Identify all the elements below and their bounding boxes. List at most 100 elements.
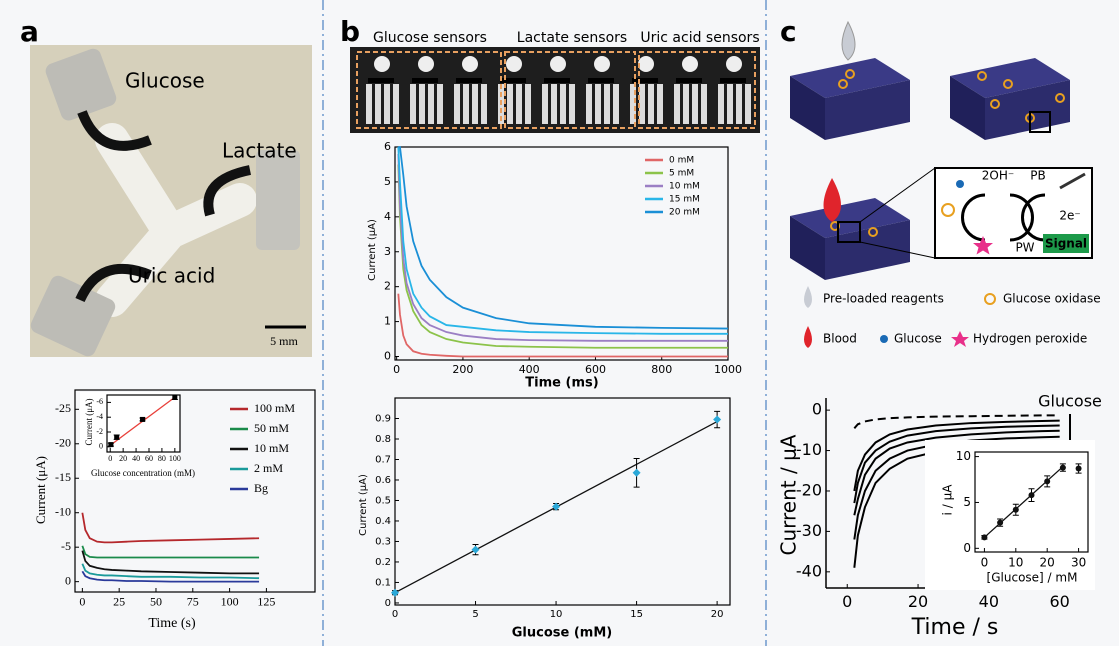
x-tick-label: 600 [585, 363, 606, 376]
figure: Glucose Lactate Uric acid 5 mm a b Gluco… [0, 0, 1119, 646]
y-tick-label: 4 [384, 210, 391, 223]
y-tick-label: 0.8 [375, 434, 391, 445]
sensor-electrode [550, 56, 566, 72]
y-tick-label: 0 [812, 400, 822, 419]
glucose-icon [956, 180, 964, 188]
sensor-lead [481, 84, 487, 124]
reaction-label: 2OH⁻ [982, 169, 1014, 183]
sensor-lead [586, 84, 592, 124]
legend-label: 100 mM [254, 401, 295, 415]
sensor-lead [736, 84, 742, 124]
scale-bar-label: 5 mm [270, 334, 298, 348]
data-point [981, 534, 987, 540]
y-tick-label: 0 [99, 442, 103, 451]
diagram-legend-label: Blood [823, 332, 857, 346]
y-tick-label: -6 [96, 397, 103, 406]
x-tick-label: 40 [132, 454, 140, 463]
reaction-label: PW [1015, 241, 1034, 255]
y-tick-label: 3 [384, 245, 391, 258]
x-tick-label: 80 [158, 454, 166, 463]
y-tick-label: 5 [384, 175, 391, 188]
sensor-lead [516, 84, 522, 124]
y-tick-label: 1 [384, 315, 391, 328]
legend-label: 0 mM [669, 156, 694, 166]
sensor-lead [393, 84, 399, 124]
x-tick-label: 400 [519, 363, 540, 376]
sensor-lead [472, 84, 478, 124]
sensor-lead [727, 84, 733, 124]
x-tick-label: 20 [711, 609, 724, 620]
y-tick-label: 0 [384, 350, 391, 363]
y-tick-label: -20 [55, 436, 71, 450]
x-tick-label: 20 [908, 592, 928, 611]
diagram-legend-label: Hydrogen peroxide [973, 332, 1087, 346]
y-tick-label: 5 [963, 495, 971, 509]
sensor-lead [366, 84, 372, 124]
y-tick-label: -15 [55, 470, 71, 484]
x-axis-label: Time (s) [148, 616, 196, 631]
sensor-electrode [418, 56, 434, 72]
sensor-lead [410, 84, 416, 124]
x-tick-label: 15 [630, 609, 643, 620]
x-tick-label: 100 [169, 454, 181, 463]
sensor-bar [500, 78, 526, 83]
data-point [172, 395, 177, 400]
y-tick-label: 6 [384, 140, 391, 153]
reaction-label: 2e⁻ [1059, 209, 1080, 223]
legend-label: 5 mM [669, 169, 694, 179]
diagram-legend-label: Glucose [894, 332, 942, 346]
y-tick-label: -4 [96, 412, 103, 421]
legend-label: 10 mM [669, 182, 700, 192]
x-axis-label: Glucose concentration (mM) [91, 468, 195, 478]
diagram-legend-label: Glucose oxidase [1003, 292, 1101, 306]
diagram-legend-label: Pre-loaded reagents [823, 292, 944, 306]
x-tick-label: 0 [842, 592, 852, 611]
sensor-lead [701, 84, 707, 124]
sensor-bar [412, 78, 438, 83]
sensor-lead [375, 84, 381, 124]
photo-label: Lactate [222, 139, 297, 163]
legend-label: 10 mM [254, 441, 289, 455]
x-tick-label: 5 [472, 609, 478, 620]
y-axis-label: Current (μA) [33, 456, 48, 524]
y-tick-label: 0.2 [375, 557, 391, 568]
x-tick-label: 60 [145, 454, 153, 463]
y-tick-label: 0 [385, 598, 391, 609]
y-tick-label: 0.7 [375, 454, 391, 465]
y-tick-label: -5 [61, 539, 71, 553]
x-axis-label: Time (ms) [525, 376, 598, 391]
sensor-label: Lactate sensors [517, 30, 627, 46]
legend-label: Bg [254, 481, 268, 495]
x-tick-label: 1000 [714, 363, 742, 376]
x-axis-label: Glucose (mM) [512, 626, 612, 641]
y-tick-label: 2 [384, 280, 391, 293]
x-tick-label: 20 [1040, 555, 1055, 569]
sensor-electrode [506, 56, 522, 72]
y-tick-label: -25 [55, 401, 71, 415]
x-tick-label: 200 [452, 363, 473, 376]
sensor-electrode [374, 56, 390, 72]
y-tick-label: 0.6 [375, 475, 391, 486]
y-tick-label: -2 [96, 427, 103, 436]
x-tick-label: 75 [187, 595, 199, 609]
x-tick-label: 0 [981, 555, 989, 569]
electrode-pad [256, 150, 300, 250]
y-tick-label: -10 [55, 504, 71, 518]
y-tick-label: 0.4 [375, 516, 391, 527]
x-tick-label: 125 [257, 595, 275, 609]
sensor-lead [463, 84, 469, 124]
sensor-electrode [682, 56, 698, 72]
sensor-lead [419, 84, 425, 124]
panel-letter: a [20, 15, 39, 48]
sensor-lead [437, 84, 443, 124]
sensor-lead [718, 84, 724, 124]
data-point [1013, 507, 1019, 513]
x-tick-label: 25 [113, 595, 125, 609]
sensor-lead [613, 84, 619, 124]
sensor-lead [551, 84, 557, 124]
data-point [140, 417, 145, 422]
sensor-lead [569, 84, 575, 124]
sensor-lead [692, 84, 698, 124]
annotation: Glucose [1038, 392, 1102, 411]
y-tick-label: 0 [963, 541, 971, 555]
